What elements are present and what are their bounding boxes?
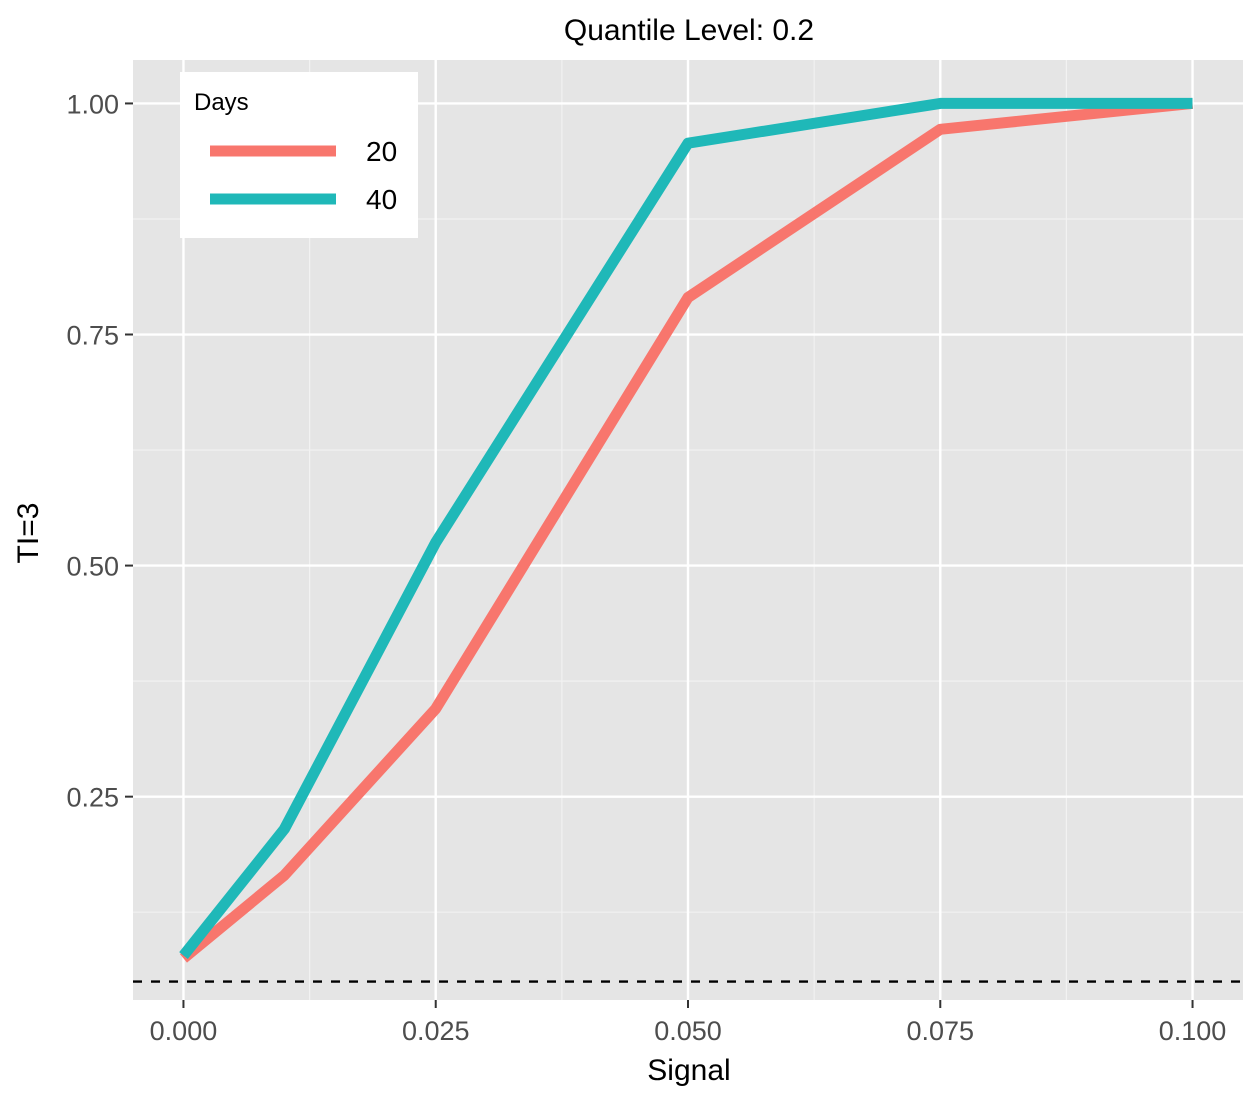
legend-label-40: 40 [366,184,397,215]
x-tick-label: 0.050 [654,1016,722,1046]
x-tick-label: 0.100 [1159,1016,1227,1046]
x-tick-label: 0.075 [906,1016,974,1046]
x-tick-label: 0.000 [150,1016,218,1046]
series-lines [179,97,1194,963]
chart-title: Quantile Level: 0.2 [564,14,814,47]
legend-title: Days [194,89,249,116]
y-axis-ticks: 0.25 0.50 0.75 1.00 [66,89,133,813]
legend-label-20: 20 [366,136,397,167]
y-tick-label: 1.00 [66,89,119,119]
x-tick-label: 0.025 [402,1016,470,1046]
y-axis-title: TI=3 [12,503,45,564]
y-tick-label: 0.25 [66,783,119,813]
x-axis-ticks: 0.000 0.025 0.050 0.075 0.100 [150,1000,1227,1046]
series-line-20 [180,97,1194,963]
y-tick-label: 0.75 [66,321,119,351]
y-tick-label: 0.50 [66,552,119,582]
x-axis-title: Signal [647,1054,730,1087]
series-line-40 [179,97,1193,960]
